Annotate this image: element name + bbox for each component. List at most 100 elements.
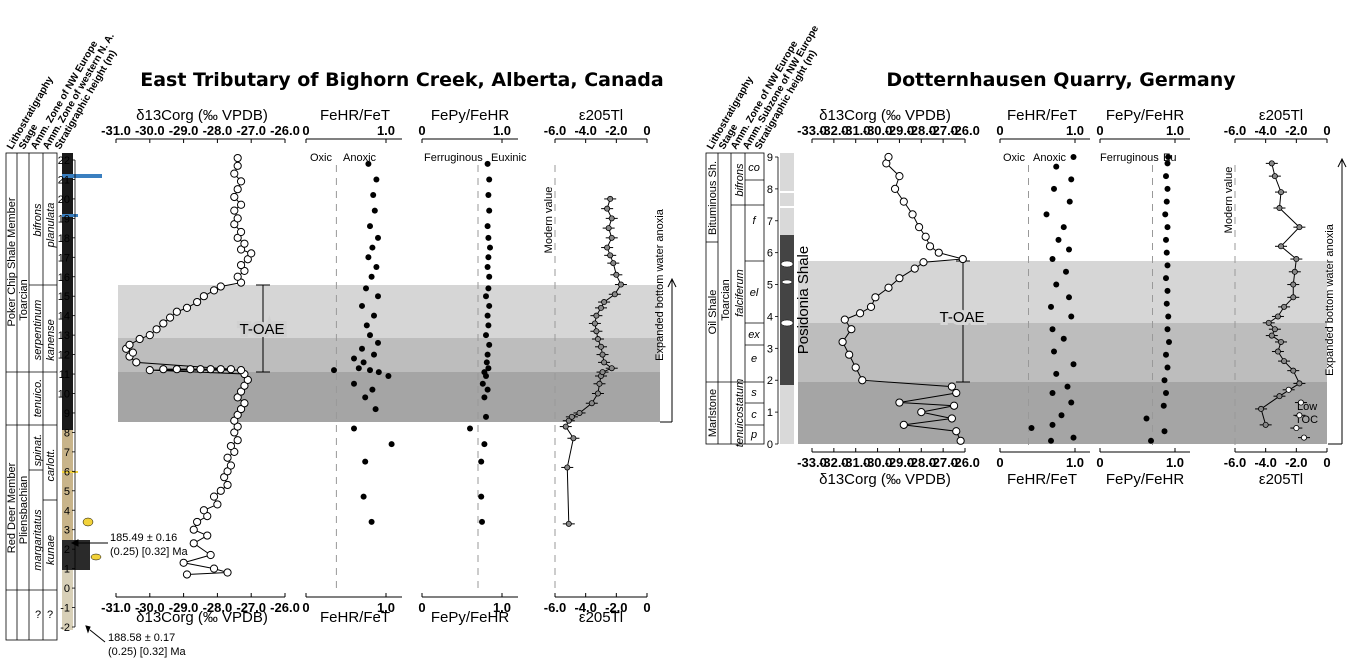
x-tick-label: -32.0 bbox=[819, 123, 849, 138]
svg-text:ex: ex bbox=[748, 329, 760, 341]
data-point bbox=[855, 309, 865, 318]
svg-text:tenuicostatum: tenuicostatum bbox=[734, 379, 746, 447]
svg-text:s: s bbox=[751, 387, 757, 399]
data-point bbox=[145, 366, 154, 375]
data-point bbox=[952, 427, 961, 436]
x-tick-label: -6.0 bbox=[544, 600, 566, 615]
data-point bbox=[895, 172, 904, 181]
data-point bbox=[363, 322, 370, 329]
data-point bbox=[845, 350, 854, 359]
x-tick-label: -2.0 bbox=[605, 600, 627, 615]
data-point bbox=[485, 192, 492, 199]
x-tick-label: -26.0 bbox=[270, 123, 300, 138]
data-point bbox=[1163, 389, 1169, 396]
data-point bbox=[1066, 246, 1072, 253]
data-point bbox=[233, 214, 242, 223]
left-oxic-label: Oxic bbox=[310, 152, 333, 164]
data-point bbox=[1058, 412, 1065, 419]
data-point bbox=[230, 192, 239, 202]
data-point bbox=[1268, 332, 1275, 339]
x-tick-label: -27.0 bbox=[928, 123, 958, 138]
data-point bbox=[1055, 236, 1062, 243]
right-fehr-title-top: FeHR/FeT bbox=[1007, 107, 1077, 124]
data-point bbox=[233, 153, 242, 163]
x-tick-label: -31.0 bbox=[101, 600, 131, 615]
x-tick-label: 1.0 bbox=[377, 600, 395, 615]
data-point bbox=[1163, 198, 1170, 205]
x-tick-label: -28.0 bbox=[906, 455, 936, 470]
data-point bbox=[1271, 326, 1278, 333]
data-point bbox=[193, 517, 202, 527]
x-tick-label: -6.0 bbox=[1224, 123, 1246, 138]
data-point bbox=[360, 359, 367, 366]
left-strat-labels: Poker Chip Shale Member Red Deer Member … bbox=[6, 197, 57, 621]
data-point bbox=[1164, 287, 1171, 294]
left-strat-table bbox=[5, 152, 58, 641]
height-tick-label: 6 bbox=[64, 466, 70, 478]
data-point bbox=[1066, 294, 1072, 301]
data-point bbox=[1296, 224, 1303, 231]
right-tl-title-bottom: ε205Tl bbox=[1259, 471, 1303, 488]
data-point bbox=[1164, 364, 1171, 371]
x-tick-label: -26.0 bbox=[950, 123, 980, 138]
data-point bbox=[203, 531, 212, 540]
x-tick-label: -30.0 bbox=[863, 455, 893, 470]
x-tick-label: -29.0 bbox=[169, 600, 199, 615]
svg-text:p: p bbox=[750, 429, 757, 441]
data-point bbox=[1296, 380, 1303, 387]
data-point bbox=[949, 401, 959, 410]
data-point bbox=[1164, 262, 1171, 269]
data-point bbox=[365, 254, 372, 261]
data-point bbox=[607, 195, 614, 202]
left-fepy-title-top: FePy/FeHR bbox=[431, 107, 510, 124]
height-tick-label: -1 bbox=[60, 603, 70, 615]
data-point bbox=[1068, 313, 1075, 320]
x-tick-label: 0 bbox=[1323, 455, 1330, 470]
data-point bbox=[486, 341, 493, 348]
data-point bbox=[368, 273, 375, 280]
height-tick-label: 13 bbox=[58, 330, 70, 342]
data-point bbox=[925, 242, 935, 251]
panel-6: 0 0 1.0 1.0 bbox=[1096, 123, 1184, 470]
svg-text:falciferum: falciferum bbox=[734, 269, 746, 317]
left-anoxia-label: Expanded bottom water anoxia bbox=[654, 208, 666, 361]
x-tick-label: -27.0 bbox=[236, 600, 266, 615]
data-point bbox=[956, 436, 965, 445]
x-tick-label: -4.0 bbox=[574, 600, 596, 615]
x-tick-label: -33.0 bbox=[797, 455, 827, 470]
data-point bbox=[958, 254, 967, 264]
data-point bbox=[1070, 434, 1077, 441]
x-tick-label: -31.0 bbox=[841, 455, 871, 470]
svg-text:Poker Chip Shale Member: Poker Chip Shale Member bbox=[6, 197, 18, 326]
data-point bbox=[599, 351, 606, 358]
panel-5: 0 0 1.0 1.0 bbox=[996, 123, 1084, 470]
right-anoxic-label: Anoxic bbox=[1033, 152, 1067, 164]
data-point bbox=[1043, 211, 1050, 218]
right-modern-label: Modern value bbox=[1223, 167, 1235, 234]
data-point bbox=[884, 283, 893, 292]
data-point bbox=[196, 365, 205, 374]
x-tick-label: -28.0 bbox=[906, 123, 936, 138]
data-point bbox=[478, 493, 485, 500]
data-point bbox=[1063, 268, 1069, 275]
right-oxic-label: Oxic bbox=[1003, 152, 1026, 164]
height-tick-label: 7 bbox=[767, 216, 773, 228]
data-point bbox=[1048, 303, 1054, 310]
height-tick-label: 5 bbox=[64, 486, 70, 498]
height-tick-label: 18 bbox=[58, 233, 70, 245]
data-point bbox=[1051, 348, 1057, 355]
data-point bbox=[226, 441, 236, 451]
data-point bbox=[1064, 383, 1071, 390]
x-tick-label: -4.0 bbox=[1254, 123, 1276, 138]
data-point bbox=[593, 312, 600, 319]
left-fehr-title-bottom: FeHR/FeT bbox=[320, 609, 390, 626]
data-point bbox=[1290, 281, 1297, 288]
right-height-axis: 0 1 2 3 4 5 6 7 8 9 bbox=[767, 152, 779, 451]
left-toae-label: T-OAE bbox=[239, 321, 284, 338]
left-d13c-title-bottom: δ13Corg (‰ VPDB) bbox=[136, 609, 268, 626]
panel-0: -31.0 -31.0 -30.0 -30.0 -29.0 -29.0 -28.0 -28.0… bbox=[101, 123, 300, 615]
data-point bbox=[1164, 224, 1171, 231]
svg-text:Pliensbachian: Pliensbachian bbox=[18, 476, 30, 545]
data-point bbox=[484, 312, 491, 319]
data-point bbox=[1276, 393, 1283, 400]
